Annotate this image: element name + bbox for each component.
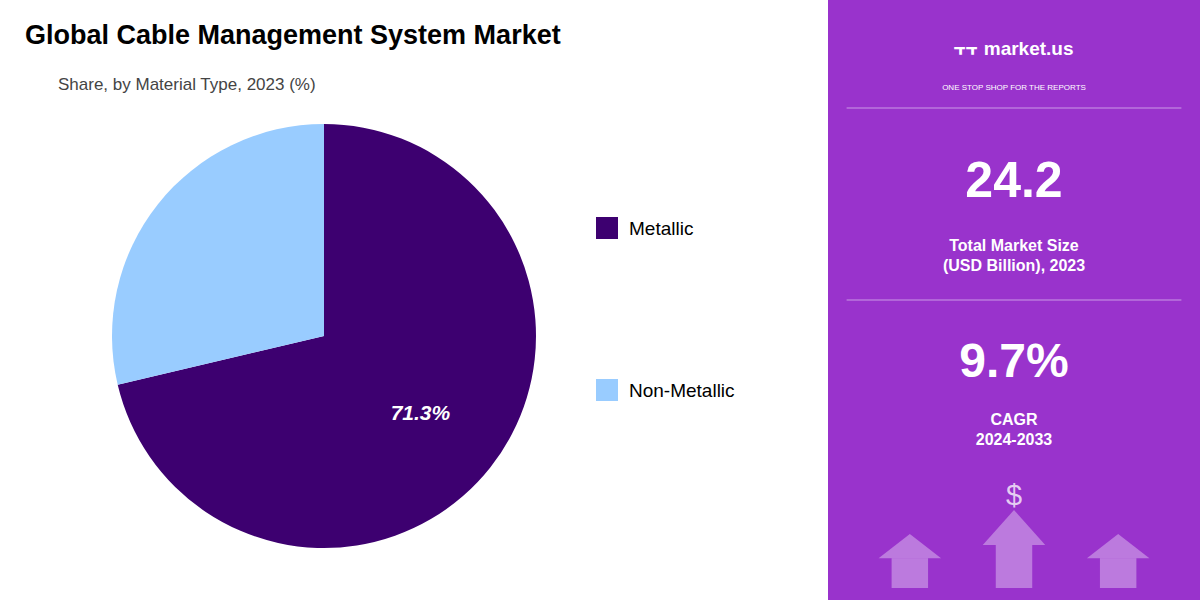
divider: [847, 108, 1182, 109]
legend-swatch: [596, 217, 618, 239]
annotation: ONE STOP SHOP FOR THE REPORTS: [942, 83, 1086, 92]
text-line: (USD Billion), 2023: [943, 257, 1085, 274]
legend: Metallic Non-Metallic: [596, 217, 735, 401]
chart-root: Global Cable Management System Market Sha…: [0, 0, 1200, 600]
legend-entry: Metallic: [629, 218, 693, 239]
text-line: 2024-2033: [976, 431, 1053, 448]
title: Global Cable Management System Market: [25, 20, 561, 50]
text-line: 24.2: [965, 152, 1062, 208]
legend-entry: Non-Metallic: [629, 380, 735, 401]
pie-slice: [112, 124, 324, 385]
right-panel: [828, 0, 1200, 600]
text-line: 9.7%: [959, 334, 1068, 387]
arrow-shape: [1087, 534, 1149, 558]
text-line: CAGR: [990, 411, 1038, 428]
annotation: 9.7%: [959, 334, 1068, 387]
annotation: CAGR 2024-2033: [976, 411, 1053, 448]
text-line: Total Market Size: [949, 237, 1079, 254]
arrow-shape: [879, 534, 941, 558]
annotation: ⫟⫟ market.us: [954, 38, 1073, 59]
text-line: ⫟⫟ market.us: [954, 38, 1073, 59]
annotation: Total Market Size (USD Billion), 2023: [943, 237, 1085, 274]
arrow-shape: [996, 545, 1032, 588]
arrow-shape: [892, 558, 928, 588]
arrow-shape: [983, 510, 1045, 545]
decoration: [879, 510, 1150, 588]
divider: [847, 300, 1182, 301]
legend-swatch: [596, 379, 618, 401]
chart-svg: Global Cable Management System Market Sha…: [0, 0, 1200, 600]
arrow-shape: [1100, 558, 1136, 588]
left-background: [0, 0, 828, 600]
text-line: ONE STOP SHOP FOR THE REPORTS: [942, 83, 1086, 92]
subtitle: Share, by Material Type, 2023 (%): [58, 75, 316, 94]
pie: [112, 124, 536, 548]
slice-label: 71.3%: [391, 401, 451, 424]
annotation: $: [1006, 479, 1022, 511]
text-line: $: [1006, 479, 1022, 511]
annotation: 24.2: [965, 152, 1062, 208]
